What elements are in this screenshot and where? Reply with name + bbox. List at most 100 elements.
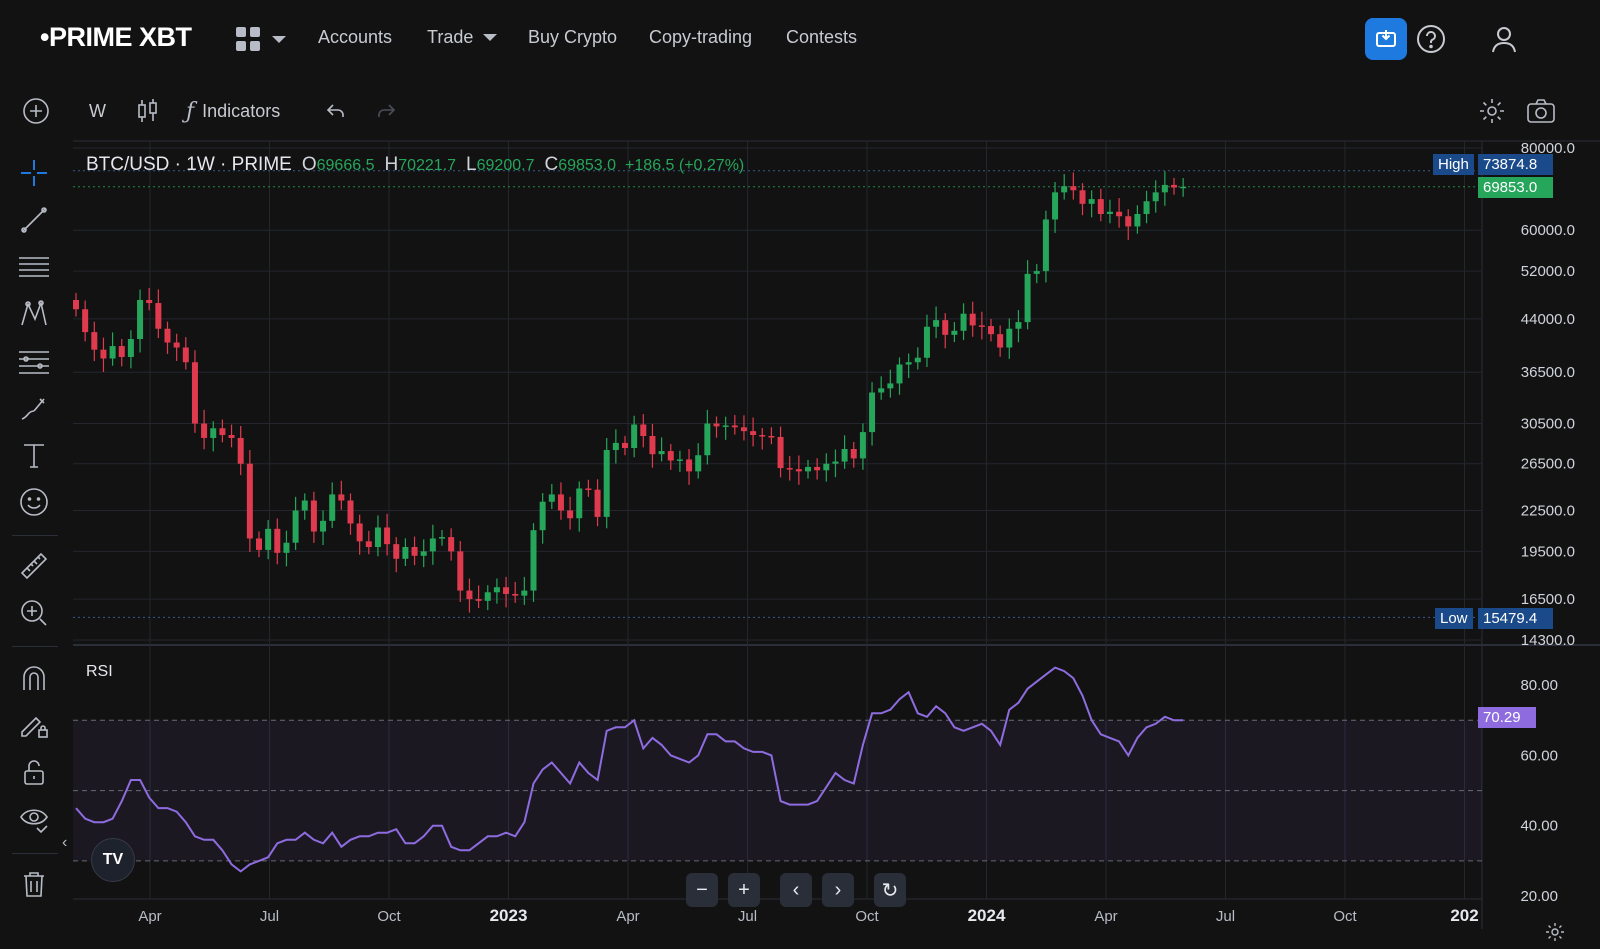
measure-tool[interactable]	[16, 548, 52, 584]
chart-type-button[interactable]	[136, 96, 160, 126]
candle-body	[814, 466, 821, 471]
delete-drawings-tool[interactable]	[16, 866, 52, 902]
undo-button[interactable]	[325, 96, 347, 126]
lock-all-tool[interactable]	[16, 754, 52, 790]
candle-body	[1106, 211, 1113, 215]
chevron-left-icon: ‹	[792, 878, 800, 901]
pattern-tool[interactable]	[16, 296, 52, 332]
help-icon	[1417, 25, 1445, 53]
horizontal-lines-tool[interactable]	[16, 249, 52, 285]
minus-icon: −	[696, 878, 708, 901]
tradingview-logo[interactable]: TV	[91, 838, 135, 882]
candle-body	[539, 501, 546, 531]
lock-icon	[24, 760, 44, 785]
lock-drawing-tool[interactable]	[16, 707, 52, 743]
hide-drawings-tool[interactable]	[16, 801, 52, 837]
settings-button[interactable]	[1478, 96, 1506, 126]
prime-xbt-logo[interactable]: •PRIME XBT	[40, 22, 192, 52]
apps-grid-icon	[236, 27, 260, 51]
candle-body	[210, 428, 217, 438]
brush-tool[interactable]	[16, 390, 52, 426]
smiley-icon	[20, 488, 48, 516]
profile-button[interactable]	[1483, 18, 1525, 60]
candle-body	[667, 451, 674, 461]
indicators-button[interactable]: ƒ Indicators	[186, 98, 281, 124]
magnet-tool[interactable]	[16, 660, 52, 696]
nav-contests[interactable]: Contests	[786, 27, 858, 47]
add-symbol-button[interactable]	[22, 96, 50, 126]
price-axis-label: 26500.0	[1521, 456, 1575, 473]
candle-body	[329, 494, 336, 521]
screenshot-button[interactable]	[1526, 96, 1556, 126]
pattern-icon	[21, 300, 47, 326]
candle-body	[1006, 328, 1013, 348]
price-axis-label: 30500.0	[1521, 416, 1575, 433]
zoom-out-button[interactable]: −	[686, 873, 718, 907]
time-axis-label: Apr	[138, 908, 161, 925]
price-axis-label: 80000.0	[1521, 140, 1575, 157]
candle-body	[988, 326, 994, 335]
axis-settings-button[interactable]	[1545, 922, 1565, 947]
chart-legend: BTC/USD · 1W · PRIME O 69666.5 H 70221.7 L…	[86, 154, 744, 176]
collapse-toolbar-icon[interactable]: ‹	[62, 834, 68, 851]
price-axis-label: 19500.0	[1521, 543, 1575, 560]
candle-body	[951, 330, 958, 335]
candle-body	[713, 423, 720, 427]
time-axis-label: 2024	[968, 906, 1006, 925]
trend-line-tool[interactable]	[16, 202, 52, 238]
reset-chart-button[interactable]: ↻	[874, 873, 906, 907]
candle-body	[1125, 216, 1132, 227]
nav-accounts[interactable]: Accounts	[318, 27, 393, 47]
candle-body	[786, 468, 793, 470]
chevron-down-icon	[483, 34, 498, 41]
zoom-in-button[interactable]: +	[728, 873, 760, 907]
text-tool[interactable]	[16, 437, 52, 473]
candle-body	[612, 442, 619, 451]
candle-body	[402, 547, 409, 559]
help-button[interactable]	[1410, 18, 1452, 60]
candle-body	[439, 537, 445, 539]
candle-body	[338, 494, 345, 501]
deposit-button[interactable]	[1365, 18, 1407, 60]
candle-body	[393, 544, 400, 559]
rsi-axis-label: 80.00	[1520, 677, 1558, 694]
emoji-tool[interactable]	[16, 484, 52, 520]
brush-icon	[21, 398, 45, 420]
candle-body	[1088, 199, 1095, 204]
candle-body	[823, 463, 830, 471]
candle-body	[896, 364, 903, 384]
nav-trade[interactable]: Trade	[427, 27, 498, 48]
candle-body	[1180, 186, 1187, 189]
candle-body	[704, 423, 711, 456]
interval-selector[interactable]: W	[89, 100, 106, 121]
scroll-left-button[interactable]: ‹	[780, 873, 812, 907]
candle-body	[155, 303, 162, 329]
trend-line-icon	[21, 207, 47, 233]
price-axis-label: 22500.0	[1521, 502, 1575, 519]
time-axis-label: Jul	[1216, 908, 1235, 925]
candle-body	[457, 551, 464, 591]
low-tag-value: 15479.4	[1478, 608, 1553, 629]
candle-body	[228, 435, 235, 438]
candle-body	[292, 510, 299, 543]
candle-body	[484, 592, 491, 601]
crosshair-tool[interactable]	[16, 155, 52, 191]
time-axis-label: 202	[1450, 906, 1478, 925]
reset-icon: ↻	[881, 879, 899, 902]
scroll-right-button[interactable]: ›	[822, 873, 854, 907]
fib-tool[interactable]	[16, 343, 52, 379]
nav-buy-crypto[interactable]: Buy Crypto	[528, 27, 618, 47]
wallet-icon	[1376, 30, 1396, 47]
crosshair-icon	[21, 160, 47, 186]
redo-button[interactable]	[375, 96, 397, 126]
high-tag-label: High	[1433, 154, 1474, 175]
nav-copy-trading[interactable]: Copy-trading	[649, 27, 753, 47]
candle-body	[503, 587, 510, 594]
candle-body	[466, 590, 473, 600]
symbol-title[interactable]: BTC/USD · 1W · PRIME	[86, 154, 292, 175]
candle-body	[585, 488, 592, 490]
zoom-tool[interactable]	[16, 595, 52, 631]
time-axis-label: Oct	[855, 908, 879, 925]
apps-menu-button[interactable]	[236, 26, 296, 52]
